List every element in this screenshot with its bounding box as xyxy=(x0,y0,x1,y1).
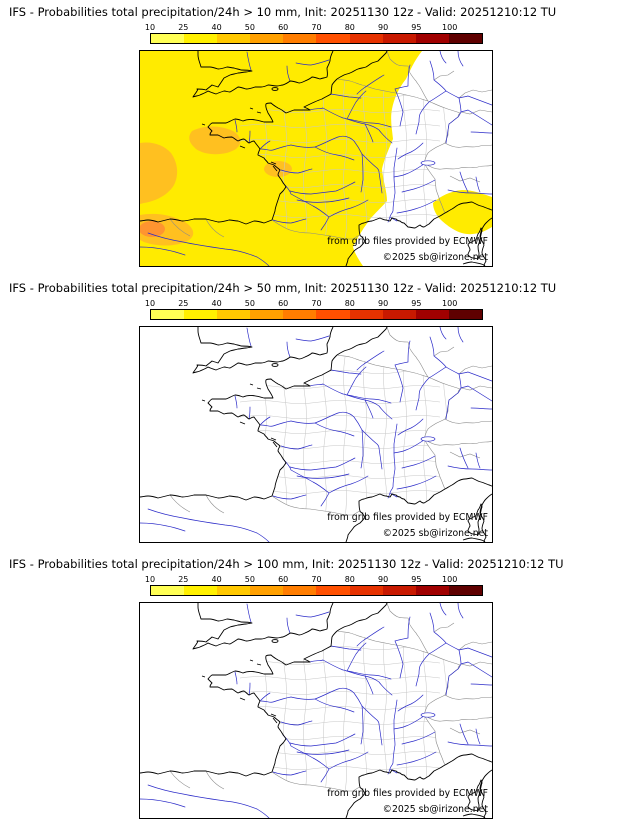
panel-title: IFS - Probabilities total precipitation/… xyxy=(9,281,557,295)
scale-segment xyxy=(151,34,185,43)
scale-tick-label: 40 xyxy=(211,575,222,584)
scale-tick-label: 80 xyxy=(344,299,355,308)
attribution-copyright: ©2025 sb@irizone.net xyxy=(382,803,488,815)
scale-segment xyxy=(250,34,284,43)
scale-segment xyxy=(448,586,482,595)
scale-segment xyxy=(349,310,383,319)
panel-title: IFS - Probabilities total precipitation/… xyxy=(9,557,564,571)
scale-tick-label: 50 xyxy=(244,575,255,584)
map-attribution: from grib files provided by ECMWF ©2025 … xyxy=(327,507,488,538)
scale-tick-label: 70 xyxy=(311,299,322,308)
scale-segment xyxy=(415,310,449,319)
scale-segment xyxy=(448,34,482,43)
scale-labels: 10 25 40 50 60 70 80 90 95 100 xyxy=(145,23,483,33)
scale-segment xyxy=(250,586,284,595)
scale-tick-label: 90 xyxy=(378,299,389,308)
scale-segment xyxy=(184,34,218,43)
scale-tick-label: 100 xyxy=(442,23,458,32)
scale-tick-label: 25 xyxy=(178,575,189,584)
scale-tick-label: 100 xyxy=(442,575,458,584)
probability-overlay xyxy=(140,51,492,266)
scale-tick-label: 25 xyxy=(178,23,189,32)
scale-segment xyxy=(151,586,185,595)
scale-segment xyxy=(283,586,317,595)
attribution-copyright: ©2025 sb@irizone.net xyxy=(382,251,488,263)
color-scale: 10 25 40 50 60 70 80 90 95 100 xyxy=(145,23,483,44)
map-svg xyxy=(140,51,492,266)
map-france-prob-10mm: from grib files provided by ECMWF ©2025 … xyxy=(139,50,493,267)
scale-tick-label: 40 xyxy=(211,23,222,32)
scale-labels: 10 25 40 50 60 70 80 90 95 100 xyxy=(145,575,483,585)
scale-tick-label: 95 xyxy=(411,575,422,584)
scale-segment xyxy=(316,34,350,43)
prob-area-10pct xyxy=(140,51,422,266)
scale-bar xyxy=(150,585,483,596)
scale-segment xyxy=(217,586,251,595)
scale-tick-label: 40 xyxy=(211,299,222,308)
scale-tick-label: 60 xyxy=(278,299,289,308)
scale-tick-label: 90 xyxy=(378,575,389,584)
attribution-copyright: ©2025 sb@irizone.net xyxy=(382,527,488,539)
map-france-prob-50mm: from grib files provided by ECMWF ©2025 … xyxy=(139,326,493,543)
prob-area-40pct-biscay xyxy=(140,142,178,204)
panel-prob-gt-10mm: IFS - Probabilities total precipitation/… xyxy=(0,0,630,276)
scale-segment xyxy=(349,34,383,43)
scale-tick-label: 60 xyxy=(278,575,289,584)
scale-tick-label: 70 xyxy=(311,575,322,584)
attribution-source: from grib files provided by ECMWF xyxy=(327,236,488,248)
scale-tick-label: 50 xyxy=(244,23,255,32)
scale-bar xyxy=(150,33,483,44)
scale-tick-label: 95 xyxy=(411,23,422,32)
panel-prob-gt-50mm: IFS - Probabilities total precipitation/… xyxy=(0,276,630,552)
panel-title: IFS - Probabilities total precipitation/… xyxy=(9,5,557,19)
scale-tick-label: 80 xyxy=(344,575,355,584)
scale-segment xyxy=(283,310,317,319)
scale-segment xyxy=(316,310,350,319)
scale-segment xyxy=(349,586,383,595)
scale-tick-label: 70 xyxy=(311,23,322,32)
prob-area-60pct-core xyxy=(140,221,165,237)
scale-segment xyxy=(283,34,317,43)
scale-segment xyxy=(382,310,416,319)
scale-segment xyxy=(184,310,218,319)
scale-segment xyxy=(415,586,449,595)
scale-segment xyxy=(217,34,251,43)
map-france-prob-100mm: from grib files provided by ECMWF ©2025 … xyxy=(139,602,493,819)
color-scale: 10 25 40 50 60 70 80 90 95 100 xyxy=(145,299,483,320)
scale-segment xyxy=(217,310,251,319)
scale-segment xyxy=(151,310,185,319)
scale-tick-label: 50 xyxy=(244,299,255,308)
scale-tick-label: 95 xyxy=(411,299,422,308)
scale-labels: 10 25 40 50 60 70 80 90 95 100 xyxy=(145,299,483,309)
scale-tick-label: 100 xyxy=(442,299,458,308)
color-scale: 10 25 40 50 60 70 80 90 95 100 xyxy=(145,575,483,596)
attribution-source: from grib files provided by ECMWF xyxy=(327,788,488,800)
scale-bar xyxy=(150,309,483,320)
scale-segment xyxy=(316,586,350,595)
scale-segment xyxy=(382,586,416,595)
scale-tick-label: 90 xyxy=(378,23,389,32)
scale-tick-label: 80 xyxy=(344,23,355,32)
scale-segment xyxy=(382,34,416,43)
prob-area-40pct-brittany xyxy=(189,126,241,155)
scale-tick-label: 10 xyxy=(144,23,156,32)
scale-tick-label: 10 xyxy=(144,575,156,584)
prob-area-10pct-liguria xyxy=(433,190,492,235)
scale-tick-label: 25 xyxy=(178,299,189,308)
scale-tick-label: 60 xyxy=(278,23,289,32)
map-attribution: from grib files provided by ECMWF ©2025 … xyxy=(327,231,488,262)
scale-segment xyxy=(415,34,449,43)
scale-segment xyxy=(184,586,218,595)
scale-segment xyxy=(448,310,482,319)
attribution-source: from grib files provided by ECMWF xyxy=(327,512,488,524)
scale-tick-label: 10 xyxy=(144,299,156,308)
panel-prob-gt-100mm: IFS - Probabilities total precipitation/… xyxy=(0,552,630,828)
prob-area-40pct-poitou xyxy=(264,161,292,177)
scale-segment xyxy=(250,310,284,319)
map-attribution: from grib files provided by ECMWF ©2025 … xyxy=(327,783,488,814)
